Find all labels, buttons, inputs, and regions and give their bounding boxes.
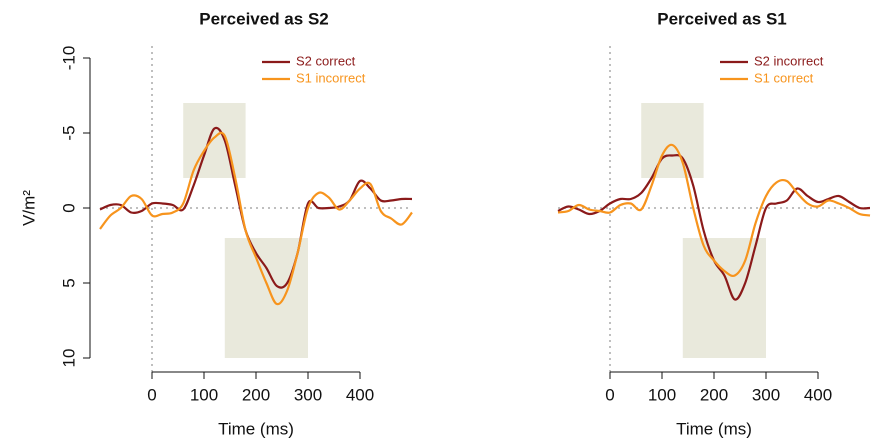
series-line	[99, 126, 413, 289]
y-tick-label: 10	[59, 349, 78, 368]
x-tick-label: 300	[294, 385, 322, 404]
series-line	[557, 143, 871, 278]
analysis-window	[641, 103, 704, 178]
y-axis-label: V/m²	[19, 190, 38, 226]
x-tick-label: 0	[147, 385, 156, 404]
x-axis-label: Time (ms)	[676, 419, 752, 438]
x-tick-label: 200	[700, 385, 728, 404]
x-tick-label: 400	[804, 385, 832, 404]
legend-label: S1 correct	[754, 70, 814, 85]
y-tick-label: 0	[59, 203, 78, 212]
x-axis-label: Time (ms)	[218, 419, 294, 438]
legend-label: S1 incorrect	[296, 70, 366, 85]
y-tick-label: -10	[59, 46, 78, 71]
legend-label: S2 correct	[296, 53, 356, 68]
x-tick-label: 400	[346, 385, 374, 404]
x-tick-label: 0	[605, 385, 614, 404]
chart-title: Perceived as S2	[199, 9, 328, 28]
analysis-window	[224, 238, 308, 358]
analysis-window	[183, 103, 246, 178]
y-tick-label: 5	[59, 278, 78, 287]
x-tick-label: 100	[648, 385, 676, 404]
x-tick-label: 300	[752, 385, 780, 404]
x-tick-label: 200	[242, 385, 270, 404]
legend-label: S2 incorrect	[754, 53, 824, 68]
chart-title: Perceived as S1	[657, 9, 786, 28]
y-tick-label: -5	[59, 125, 78, 140]
series-line	[99, 131, 413, 306]
x-tick-label: 100	[190, 385, 218, 404]
